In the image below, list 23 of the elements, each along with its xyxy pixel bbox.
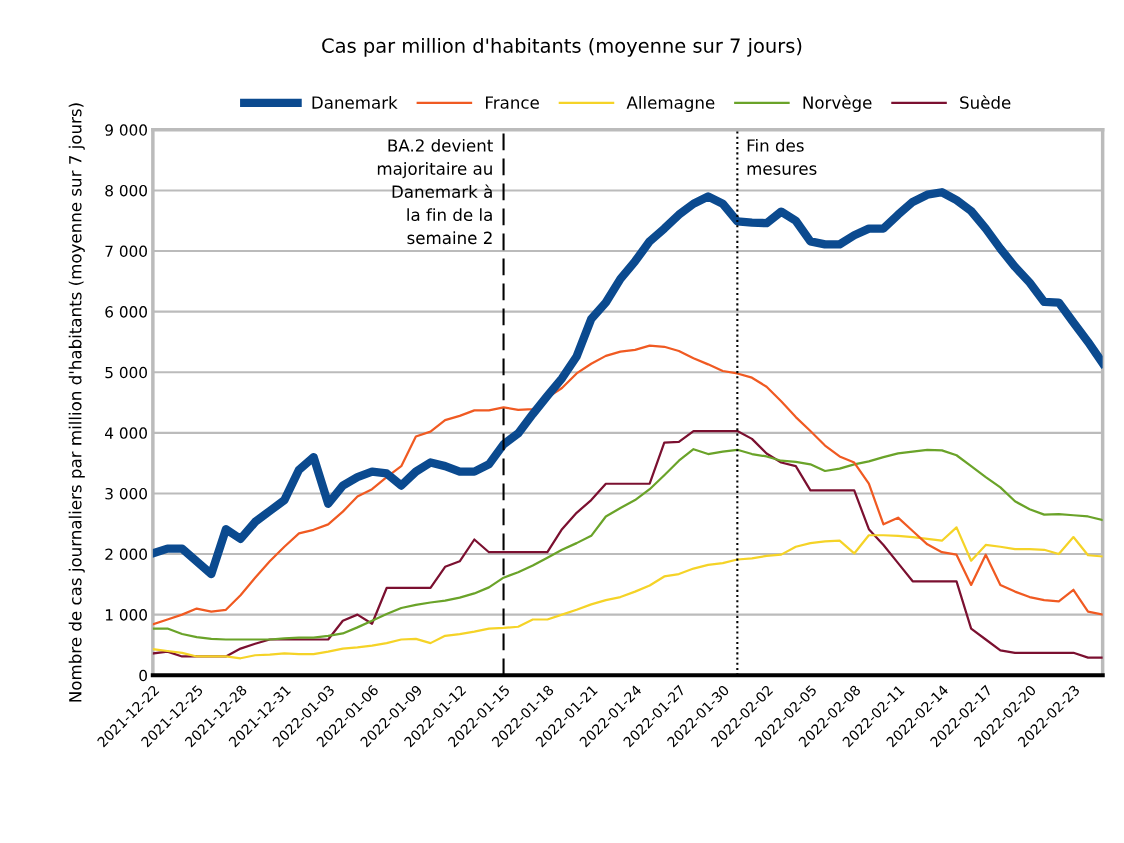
y-tick-label: 1 000	[105, 609, 147, 621]
y-tick-label: 2 000	[105, 548, 147, 561]
line-series	[152, 429, 1103, 659]
line-series	[152, 448, 1103, 641]
y-tick-label: 0	[139, 669, 147, 682]
legend-label: Suède	[960, 95, 1011, 109]
ref-line-label: Fin des mesures	[747, 138, 817, 175]
legend-label: Allemagne	[626, 95, 715, 113]
line-series	[152, 344, 1103, 626]
y-tick-label: 5 000	[105, 366, 147, 379]
ref-line-label: BA.2 devient majoritaire au Danemark à la fin de la semaine 2	[377, 138, 493, 245]
chart-title: Cas par million d'habitants (moyenne sur 7 jours)	[322, 37, 802, 57]
y-tick-label: 7 000	[105, 245, 147, 258]
y-tick-label: 9 000	[105, 124, 147, 136]
legend-label: Norvège	[803, 95, 872, 113]
line-series	[152, 526, 1103, 660]
y-tick-label: 8 000	[105, 184, 147, 197]
y-axis-title: Nombre de cas journaliers par million d'habitants (moyenne sur 7 jours)	[68, 103, 85, 702]
y-tick-label: 4 000	[105, 427, 147, 439]
legend-label: Danemark	[312, 95, 398, 109]
y-tick-label: 6 000	[105, 306, 147, 318]
legend-label: France	[486, 96, 539, 109]
y-tick-label: 3 000	[105, 487, 147, 500]
